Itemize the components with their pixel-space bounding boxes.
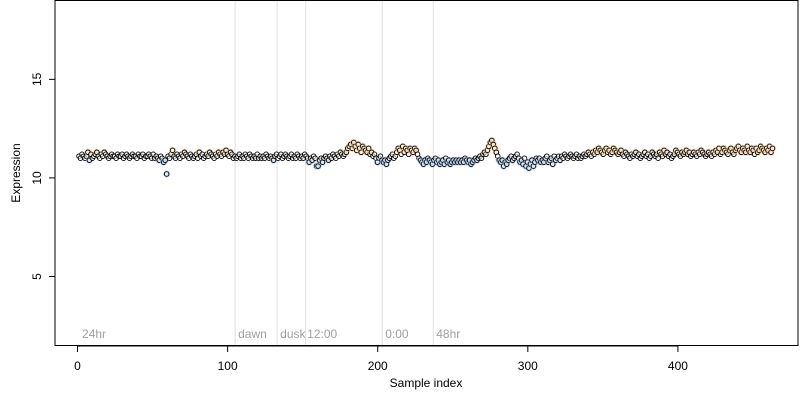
y-tick-label: 5: [30, 273, 44, 280]
x-axis-title: Sample index: [390, 376, 463, 390]
x-tick-label: 0: [74, 359, 81, 373]
data-point: [769, 145, 776, 152]
y-axis-title: Expression: [9, 143, 23, 202]
x-axis: 0 100 200 300 400: [74, 345, 688, 373]
phase-label: 0:00: [385, 327, 409, 341]
phase-label: 12:00: [307, 327, 337, 341]
x-tick-label: 400: [668, 359, 688, 373]
phase-label: 48hr: [436, 327, 460, 341]
x-tick-label: 300: [518, 359, 538, 373]
x-tick-label: 100: [218, 359, 238, 373]
x-tick-label: 200: [368, 359, 388, 373]
y-tick-label: 10: [30, 171, 44, 185]
y-axis: 5 10 15: [30, 72, 56, 280]
y-tick-label: 15: [30, 72, 44, 86]
phase-label: dusk: [280, 327, 306, 341]
data-point: [655, 155, 661, 161]
data-point: [163, 171, 170, 177]
data-point: [162, 157, 168, 163]
data-points: [76, 136, 777, 178]
phase-label: dawn: [238, 327, 267, 341]
data-point: [315, 163, 321, 169]
phase-labels: 24hr dawn dusk 12:00 0:00 48hr: [82, 327, 460, 341]
phase-label: 24hr: [82, 327, 106, 341]
phase-lines: [234, 0, 434, 346]
data-point: [169, 147, 176, 154]
